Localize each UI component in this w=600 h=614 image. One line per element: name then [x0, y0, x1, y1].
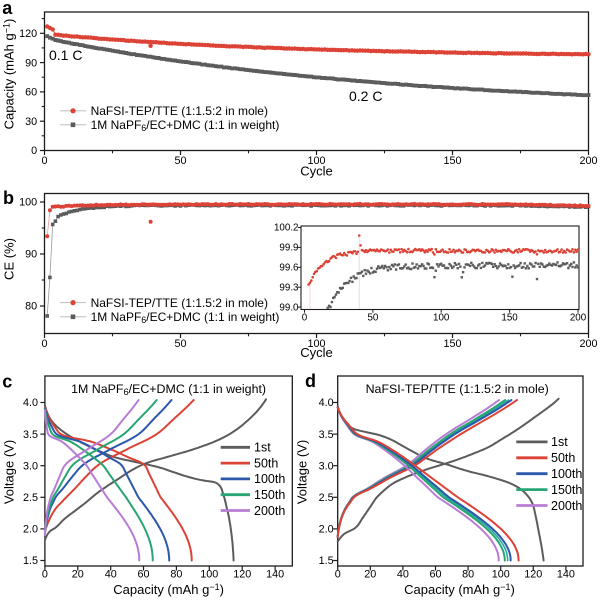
svg-text:40: 40	[397, 569, 409, 581]
svg-text:100: 100	[200, 569, 218, 581]
svg-text:20: 20	[364, 569, 376, 581]
svg-text:99.6: 99.6	[279, 263, 299, 274]
svg-text:Voltage (V): Voltage (V)	[295, 440, 310, 504]
svg-text:100.2: 100.2	[274, 223, 299, 234]
svg-text:80: 80	[462, 569, 474, 581]
svg-text:Cycle: Cycle	[300, 345, 333, 360]
svg-text:2.0: 2.0	[319, 524, 334, 536]
svg-text:NaFSI-TEP/TTE (1:1.5:2 in mole: NaFSI-TEP/TTE (1:1.5:2 in mole)	[91, 104, 268, 118]
svg-text:Capacity (mAh g−1): Capacity (mAh g−1)	[404, 582, 515, 597]
svg-text:NaFSI-TEP/TTE (1:1.5:2 in mole: NaFSI-TEP/TTE (1:1.5:2 in mole)	[91, 296, 268, 310]
svg-text:99.3: 99.3	[279, 282, 299, 293]
svg-text:3.5: 3.5	[319, 429, 334, 441]
svg-text:1st: 1st	[254, 441, 271, 455]
svg-text:50: 50	[174, 338, 186, 350]
svg-text:200th: 200th	[254, 504, 285, 518]
svg-text:1.5: 1.5	[23, 555, 38, 567]
svg-text:2.5: 2.5	[23, 492, 38, 504]
svg-text:140: 140	[266, 569, 284, 581]
svg-text:80: 80	[170, 569, 182, 581]
svg-text:60: 60	[25, 87, 37, 99]
svg-text:90: 90	[25, 57, 37, 69]
svg-text:100: 100	[307, 155, 325, 167]
svg-text:2.0: 2.0	[23, 524, 38, 536]
svg-text:100: 100	[433, 313, 450, 324]
svg-text:150: 150	[443, 155, 461, 167]
svg-text:20: 20	[72, 569, 84, 581]
svg-text:d: d	[305, 371, 316, 391]
svg-text:100: 100	[307, 338, 325, 350]
svg-text:3.0: 3.0	[319, 460, 334, 472]
svg-text:200: 200	[570, 313, 587, 324]
svg-text:3.0: 3.0	[23, 460, 38, 472]
svg-text:2.5: 2.5	[319, 492, 334, 504]
svg-text:150: 150	[501, 313, 518, 324]
svg-text:200: 200	[579, 155, 597, 167]
svg-text:30: 30	[25, 116, 37, 128]
svg-text:120: 120	[524, 569, 542, 581]
svg-text:Cycle: Cycle	[300, 164, 333, 179]
svg-text:NaFSI-TEP/TTE (1:1.5:2 in mole: NaFSI-TEP/TTE (1:1.5:2 in mole)	[366, 382, 549, 396]
svg-text:0.2 C: 0.2 C	[349, 88, 382, 104]
svg-text:150th: 150th	[551, 483, 582, 497]
svg-text:4.0: 4.0	[23, 397, 38, 409]
svg-text:0: 0	[31, 145, 37, 157]
svg-text:1st: 1st	[551, 435, 568, 449]
svg-text:1M NaPF6/EC+DMC (1:1 in weight: 1M NaPF6/EC+DMC (1:1 in weight)	[91, 118, 280, 133]
svg-text:0: 0	[41, 155, 47, 167]
svg-text:200th: 200th	[551, 499, 582, 513]
svg-text:80: 80	[25, 301, 37, 313]
svg-text:0: 0	[335, 569, 341, 581]
svg-text:140: 140	[557, 569, 575, 581]
svg-text:120: 120	[19, 28, 37, 40]
svg-text:50: 50	[367, 313, 378, 324]
svg-text:100: 100	[492, 569, 510, 581]
svg-text:4.0: 4.0	[319, 397, 334, 409]
svg-text:50th: 50th	[551, 451, 575, 465]
svg-text:150: 150	[443, 338, 461, 350]
svg-text:120: 120	[233, 569, 251, 581]
svg-text:CE (%): CE (%)	[2, 238, 17, 280]
svg-text:c: c	[2, 372, 12, 392]
svg-text:0: 0	[302, 313, 308, 324]
svg-text:3.5: 3.5	[23, 429, 38, 441]
svg-text:150th: 150th	[254, 488, 285, 502]
svg-text:100: 100	[19, 197, 37, 209]
svg-text:99.0: 99.0	[279, 302, 299, 313]
svg-text:60: 60	[137, 569, 149, 581]
svg-text:Voltage (V): Voltage (V)	[2, 440, 17, 504]
svg-text:100th: 100th	[551, 467, 582, 481]
svg-text:90: 90	[25, 249, 37, 261]
svg-text:60: 60	[429, 569, 441, 581]
svg-text:0.1 C: 0.1 C	[49, 47, 82, 63]
svg-text:100th: 100th	[254, 472, 285, 486]
svg-text:50th: 50th	[254, 456, 278, 470]
svg-text:a: a	[2, 0, 13, 18]
svg-text:Capacity (mAh g−1): Capacity (mAh g−1)	[2, 19, 17, 130]
svg-text:1.5: 1.5	[319, 555, 334, 567]
svg-text:Capacity (mAh g−1): Capacity (mAh g−1)	[113, 582, 224, 597]
svg-text:1M NaPF6/EC+DMC (1:1 in weight: 1M NaPF6/EC+DMC (1:1 in weight)	[91, 310, 280, 325]
svg-text:0: 0	[42, 569, 48, 581]
svg-text:1M NaPF6/EC+DMC (1:1 in weight: 1M NaPF6/EC+DMC (1:1 in weight)	[71, 382, 266, 397]
svg-text:200: 200	[579, 338, 597, 350]
svg-text:b: b	[3, 188, 14, 208]
svg-text:40: 40	[105, 569, 117, 581]
svg-text:50: 50	[174, 155, 186, 167]
svg-text:99.9: 99.9	[279, 243, 298, 254]
svg-text:0: 0	[41, 338, 47, 350]
